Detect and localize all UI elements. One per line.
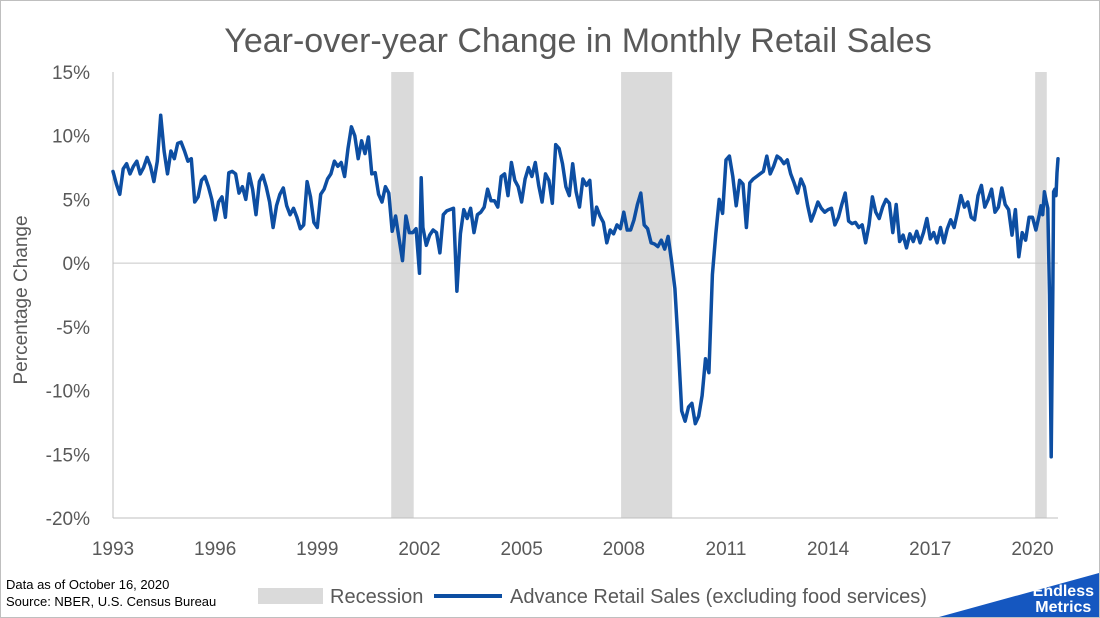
x-tick-label: 1993 bbox=[92, 539, 134, 560]
x-tick-label: 1999 bbox=[296, 539, 338, 560]
legend-label-retail-sales: Advance Retail Sales (excluding food ser… bbox=[510, 586, 927, 608]
legend-swatch-recession bbox=[258, 588, 323, 604]
x-tick-label: 2017 bbox=[909, 539, 951, 560]
x-tick-label: 2020 bbox=[1011, 539, 1053, 560]
brand-line-1: Endless bbox=[1032, 583, 1094, 600]
tick-labels: 15% 10% 5% 0% -5% -10% -15% -20%1993 1996 1999 200… bbox=[46, 63, 1054, 560]
x-tick-label: 2005 bbox=[501, 539, 543, 560]
data-date-note: Data as of October 16, 2020 bbox=[6, 577, 170, 592]
x-tick-label: 1996 bbox=[194, 539, 236, 560]
recession-bands bbox=[391, 72, 1047, 518]
legend-label-recession: Recession bbox=[330, 586, 423, 608]
x-tick-label: 2014 bbox=[807, 539, 850, 560]
y-tick-label: -5% bbox=[56, 318, 90, 339]
brand-triangle bbox=[939, 573, 1099, 617]
brand-text: Endless Metrics bbox=[1033, 584, 1094, 616]
y-tick-label: 15% bbox=[52, 63, 90, 84]
series-lines bbox=[111, 113, 1060, 459]
source-note: Source: NBER, U.S. Census Bureau bbox=[6, 594, 217, 609]
legend: Recession Advance Retail Sales (excludin… bbox=[258, 586, 927, 608]
y-tick-label: -20% bbox=[46, 509, 90, 530]
x-tick-label: 2008 bbox=[603, 539, 645, 560]
axes bbox=[112, 72, 1058, 519]
y-axis-title: Percentage Change bbox=[11, 215, 32, 384]
recession-band-3 bbox=[1035, 72, 1047, 518]
x-tick-label: 2002 bbox=[398, 539, 440, 560]
brand-line-2: Metrics bbox=[1035, 599, 1092, 616]
brand-logo bbox=[939, 573, 1099, 617]
y-tick-label: 5% bbox=[63, 190, 91, 211]
recession-band-1 bbox=[391, 72, 414, 518]
x-tick-label: 2011 bbox=[706, 539, 747, 560]
y-tick-label: 0% bbox=[63, 254, 91, 275]
series-line-retail-sales bbox=[111, 113, 1060, 459]
recession-band-2 bbox=[621, 72, 673, 518]
chart-title: Year-over-year Change in Monthly Retail … bbox=[224, 22, 931, 60]
y-tick-label: -10% bbox=[46, 382, 90, 403]
y-tick-label: -15% bbox=[46, 445, 90, 466]
y-tick-label: 10% bbox=[52, 127, 90, 148]
